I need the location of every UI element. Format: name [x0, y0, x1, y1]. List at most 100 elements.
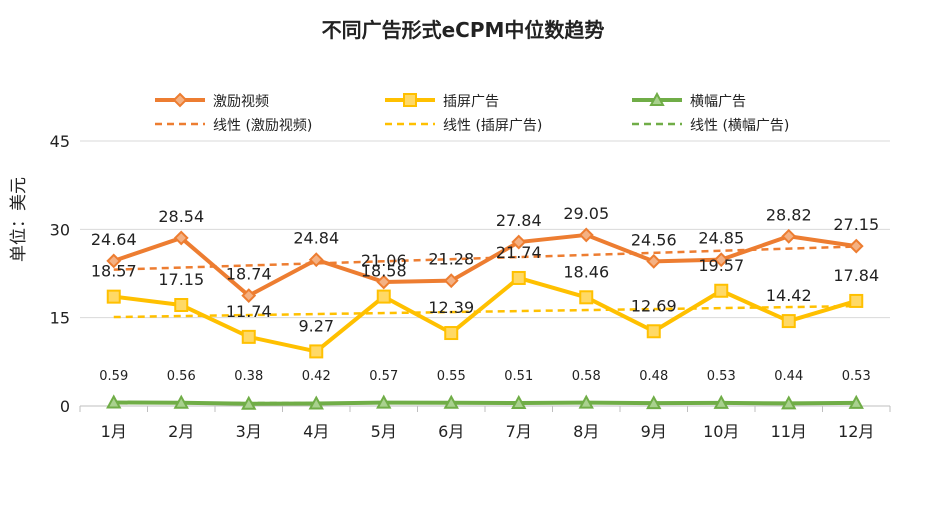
data-point — [376, 394, 392, 409]
data-point — [579, 290, 594, 305]
data-point — [849, 293, 864, 308]
data-point — [646, 324, 661, 339]
data-point — [309, 344, 324, 359]
x-tick-label: 10月 — [703, 422, 739, 441]
data-label: 0.53 — [707, 369, 736, 384]
data-point — [714, 283, 729, 298]
y-tick-label: 15 — [50, 309, 70, 328]
data-point — [241, 329, 256, 344]
data-label: 0.55 — [437, 369, 466, 384]
data-label: 14.42 — [766, 286, 812, 305]
data-point — [848, 238, 864, 254]
data-label: 24.64 — [91, 230, 137, 249]
data-point — [106, 394, 122, 409]
data-label: 27.84 — [496, 211, 542, 230]
legend-label: 激励视频 — [213, 93, 269, 110]
data-point — [511, 234, 527, 250]
data-point — [308, 395, 324, 410]
data-point — [781, 228, 797, 244]
data-point — [578, 394, 594, 409]
data-label: 0.59 — [99, 369, 128, 384]
data-label: 21.06 — [361, 251, 407, 270]
data-label: 24.85 — [698, 229, 744, 248]
series-markers — [106, 227, 864, 410]
data-point — [578, 227, 594, 243]
data-label: 12.39 — [428, 298, 474, 317]
series-line — [113, 232, 857, 298]
data-label: 0.58 — [572, 369, 601, 384]
data-label: 0.51 — [504, 369, 533, 384]
data-point — [848, 394, 864, 409]
data-label: 18.46 — [563, 262, 609, 281]
data-point — [241, 395, 257, 410]
data-label: 28.54 — [158, 207, 204, 226]
legend-marker — [172, 92, 188, 108]
data-point — [511, 270, 526, 285]
data-label: 0.53 — [842, 369, 871, 384]
data-label: 0.56 — [167, 369, 196, 384]
data-label: 17.84 — [833, 266, 879, 285]
data-label: 0.44 — [774, 369, 803, 384]
y-axis-ticks: 0 15 30 45 — [50, 132, 70, 416]
data-point — [713, 252, 729, 268]
x-axis-ticks: 1月 2月 3月 4月 5月 6月 7月 8月 9月 10月 11月 12月 — [101, 422, 875, 441]
x-tick-label: 4月 — [303, 422, 329, 441]
data-label: 12.69 — [631, 296, 677, 315]
data-label: 18.57 — [91, 262, 137, 281]
legend-label: 横幅广告 — [690, 94, 746, 110]
series-lines — [113, 232, 857, 406]
x-tick-label: 3月 — [236, 422, 262, 441]
legend-marker — [649, 91, 665, 106]
legend-trend-label: 线性 (横幅广告) — [690, 118, 789, 134]
series-line — [113, 400, 857, 406]
data-label: 21.28 — [428, 250, 474, 269]
legend-label: 插屏广告 — [443, 94, 499, 110]
data-point — [174, 298, 189, 313]
x-tick-label: 5月 — [371, 422, 397, 441]
data-point — [443, 394, 459, 409]
data-point — [713, 394, 729, 409]
trendline — [113, 245, 857, 271]
legend-trend-label: 线性 (插屏广告) — [443, 118, 542, 134]
x-tick-label: 1月 — [101, 422, 127, 441]
y-tick-label: 30 — [50, 220, 70, 239]
data-label: 17.15 — [158, 270, 204, 289]
y-tick-label: 45 — [50, 132, 70, 151]
data-point — [106, 289, 121, 304]
data-label: 0.42 — [302, 369, 331, 384]
data-point — [646, 253, 662, 269]
data-point — [173, 230, 189, 246]
data-labels: 24.64 28.54 18.74 24.84 21.06 21.28 27.84 29.05… — [91, 204, 879, 384]
y-tick-label: 0 — [60, 397, 70, 416]
trendline — [113, 304, 857, 319]
data-point — [308, 252, 324, 268]
data-label: 19.57 — [698, 256, 744, 275]
data-label: 24.56 — [631, 230, 677, 249]
data-label: 18.58 — [361, 262, 407, 281]
data-point — [646, 395, 662, 410]
data-label: 27.15 — [833, 215, 879, 234]
data-point — [511, 394, 527, 409]
data-label: 11.74 — [226, 302, 272, 321]
data-label: 21.74 — [496, 243, 542, 262]
data-label: 18.74 — [226, 265, 272, 284]
chart-title: 不同广告形式eCPM中位数趋势 — [321, 18, 605, 42]
series-line — [113, 275, 857, 354]
data-point — [444, 326, 459, 341]
data-point — [781, 314, 796, 329]
x-tick-label: 2月 — [168, 422, 194, 441]
data-point — [376, 274, 392, 290]
data-point — [173, 394, 189, 409]
data-point — [376, 289, 391, 304]
x-tick-label: 8月 — [573, 422, 599, 441]
x-tick-label: 9月 — [641, 422, 667, 441]
x-tick-label: 11月 — [771, 422, 807, 441]
data-label: 24.84 — [293, 229, 339, 248]
legend-marker — [403, 93, 417, 107]
data-label: 0.48 — [639, 369, 668, 384]
data-point — [241, 288, 257, 304]
x-tick-label: 7月 — [506, 422, 532, 441]
data-label: 9.27 — [298, 316, 334, 335]
